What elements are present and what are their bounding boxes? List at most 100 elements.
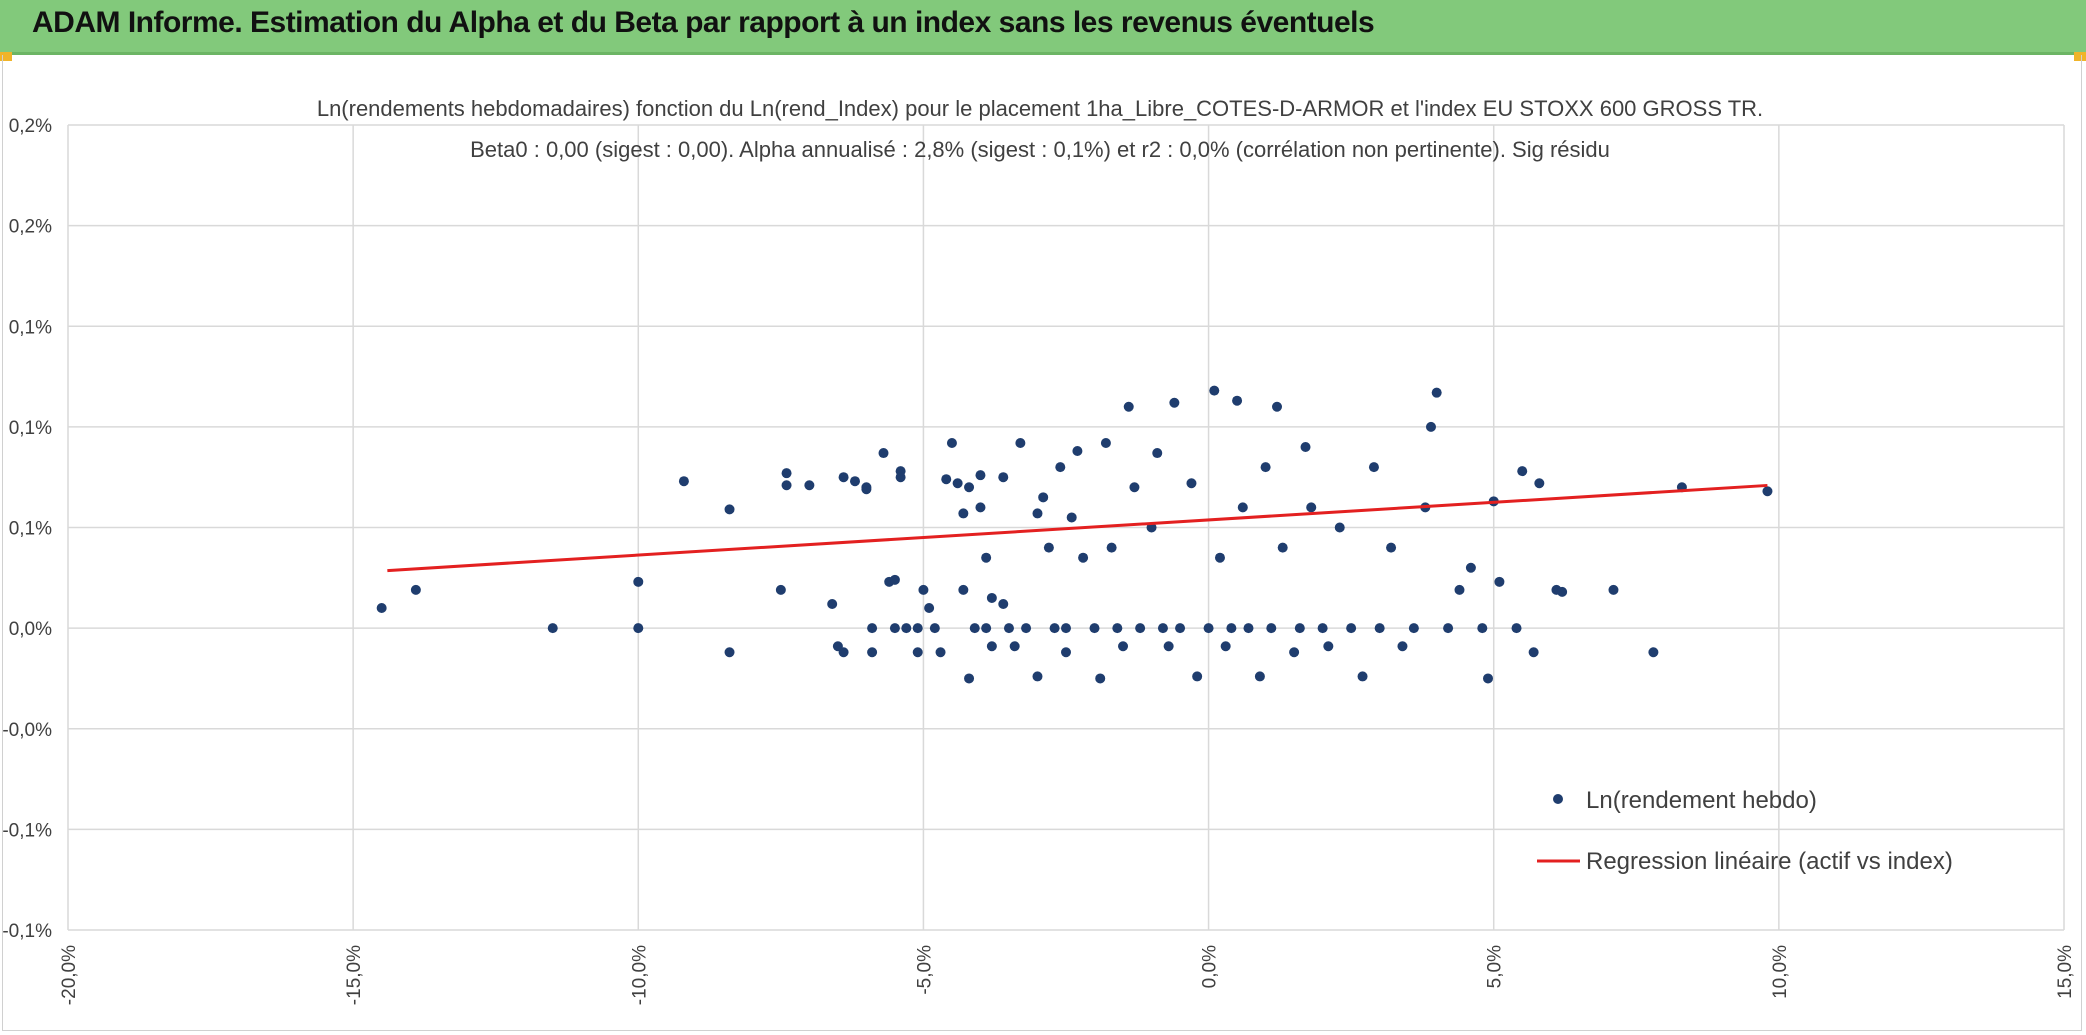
- scatter-point: [895, 472, 906, 483]
- regression-line: [387, 483, 1768, 573]
- scatter-point: [1038, 492, 1049, 503]
- scatter-point: [1425, 421, 1436, 432]
- legend: Ln(rendement hebdo) Regression linéaire …: [1537, 787, 1953, 875]
- scatter-point: [1277, 542, 1288, 553]
- scatter-point: [1072, 446, 1083, 457]
- corner-marker-left: [0, 52, 12, 61]
- y-axis-ticks: -0,1% -0,1% -0,0% 0,0% 0,1% 0,1% 0,1% 0,2% 0,2%: [2, 116, 52, 942]
- scatter-point: [1021, 623, 1032, 634]
- scatter-point: [1762, 486, 1773, 497]
- scatter-point: [1357, 671, 1368, 682]
- scatter-point: [889, 623, 900, 634]
- x-tick-label: -5,0%: [914, 945, 935, 995]
- scatter-point: [998, 598, 1009, 609]
- x-tick-label: 0,0%: [1200, 945, 1221, 988]
- scatter-point: [547, 623, 558, 634]
- y-tick-label: -0,1%: [2, 820, 52, 841]
- scatter-point: [1517, 466, 1528, 477]
- legend-marker-scatter: [1553, 794, 1563, 804]
- scatter-point: [1032, 671, 1043, 682]
- scatter-point: [1078, 552, 1089, 563]
- scatter-point: [1169, 397, 1180, 408]
- scatter-point: [1557, 586, 1568, 597]
- scatter-point: [781, 480, 792, 491]
- scatter-points: [376, 385, 1773, 684]
- scatter-point: [1003, 623, 1014, 634]
- scatter-point: [1118, 641, 1129, 652]
- scatter-point: [964, 482, 975, 493]
- scatter-point: [969, 623, 980, 634]
- scatter-point: [1368, 462, 1379, 473]
- scatter-point: [1374, 623, 1385, 634]
- scatter-point: [633, 576, 644, 587]
- scatter-point: [838, 647, 849, 658]
- scatter-point: [1055, 462, 1066, 473]
- x-tick-label: -15,0%: [344, 945, 365, 1005]
- scatter-point: [1260, 462, 1271, 473]
- scatter-point: [867, 623, 878, 634]
- scatter-point: [1272, 401, 1283, 412]
- scatter-point: [827, 598, 838, 609]
- scatter-point: [1289, 647, 1300, 658]
- scatter-point: [1203, 623, 1214, 634]
- scatter-point: [376, 603, 387, 613]
- scatter-point: [410, 584, 421, 595]
- scatter-point: [724, 647, 735, 658]
- scatter-point: [1608, 584, 1619, 595]
- scatter-point: [1477, 623, 1488, 634]
- scatter-point: [952, 478, 963, 489]
- scatter-point: [1386, 542, 1397, 553]
- scatter-point: [1443, 623, 1454, 634]
- chart-subtitle: Beta0 : 0,00 (sigest : 0,00). Alpha annu…: [470, 137, 1610, 162]
- scatter-point: [1397, 641, 1408, 652]
- scatter-point: [1243, 623, 1254, 634]
- scatter-point: [964, 673, 975, 684]
- chart-frame: [2, 55, 2082, 1031]
- scatter-point: [946, 437, 957, 448]
- scatter-point: [861, 482, 872, 493]
- scatter-point: [986, 592, 997, 603]
- scatter-point: [838, 472, 849, 483]
- scatter-point: [1163, 641, 1174, 652]
- scatter-point: [1534, 478, 1545, 489]
- scatter-point: [1237, 502, 1248, 513]
- scatter-point: [1226, 623, 1237, 634]
- report-header: ADAM Informe. Estimation du Alpha et du …: [0, 0, 2086, 55]
- scatter-point: [1209, 385, 1220, 396]
- corner-marker-right: [2074, 52, 2086, 61]
- scatter-point: [1089, 623, 1100, 634]
- report-title: ADAM Informe. Estimation du Alpha et du …: [32, 6, 1375, 39]
- scatter-point: [678, 476, 689, 487]
- scatter-point: [1106, 542, 1117, 553]
- scatter-point: [935, 647, 946, 658]
- scatter-point: [1066, 512, 1077, 523]
- scatter-point: [912, 647, 923, 658]
- scatter-point: [804, 480, 815, 491]
- x-axis-ticks: -20,0% -15,0% -10,0% -5,0% 0,0% 5,0% 10,0% 15,0…: [59, 945, 2076, 1005]
- y-tick-label: 0,2%: [9, 116, 52, 137]
- scatter-point: [1408, 623, 1419, 634]
- regression-line-group: [387, 483, 1768, 573]
- legend-label-line: Regression linéaire (actif vs index): [1586, 848, 1953, 875]
- chart-title: Ln(rendements hebdomadaires) fonction du…: [317, 96, 1763, 121]
- scatter-point: [849, 476, 860, 487]
- scatter-point: [1009, 641, 1020, 652]
- scatter-point: [1323, 641, 1334, 652]
- scatter-point: [1135, 623, 1146, 634]
- scatter-point: [1032, 508, 1043, 519]
- scatter-point: [1648, 647, 1659, 658]
- scatter-point: [981, 623, 992, 634]
- scatter-point: [924, 603, 935, 613]
- scatter-point: [1043, 542, 1054, 553]
- scatter-point: [1232, 395, 1243, 406]
- scatter-point: [975, 502, 986, 513]
- scatter-point: [724, 504, 735, 515]
- scatter-point: [1483, 673, 1494, 684]
- y-tick-label: 0,1%: [9, 418, 52, 439]
- scatter-point: [1061, 647, 1071, 658]
- x-tick-label: 15,0%: [2055, 945, 2076, 999]
- legend-label-scatter: Ln(rendement hebdo): [1586, 787, 1817, 814]
- x-tick-label: 10,0%: [1770, 945, 1791, 999]
- scatter-point: [958, 508, 969, 519]
